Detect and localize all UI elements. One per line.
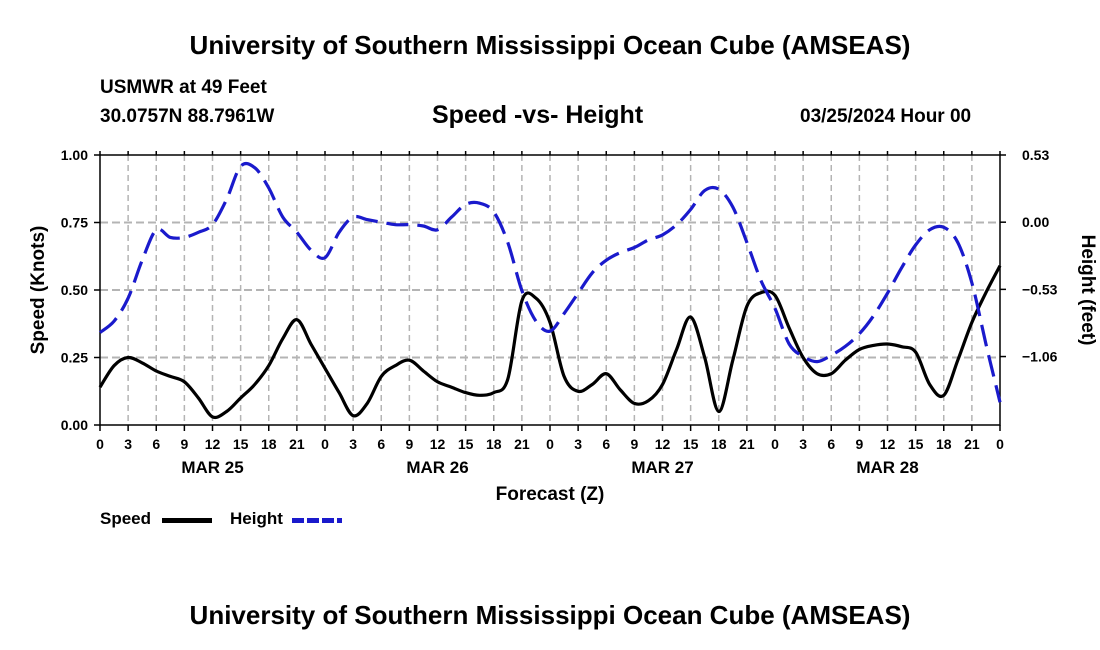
- x-tick-label: 9: [405, 436, 413, 452]
- legend-speed-label: Speed: [100, 509, 152, 528]
- station-label: USMWR at 49 Feet: [100, 77, 267, 98]
- x-tick-label: 18: [936, 436, 952, 452]
- x-tick-label: 3: [574, 436, 582, 452]
- x-tick-label: 12: [430, 436, 446, 452]
- chart-subtitle: Speed -vs- Height: [432, 101, 644, 129]
- y-tick-label: 0.00: [61, 417, 88, 433]
- y-tick-label: 1.00: [61, 147, 88, 163]
- x-tick-label: 18: [261, 436, 277, 452]
- page-title: University of Southern Mississippi Ocean…: [189, 30, 911, 60]
- y2-tick-label: 0.53: [1022, 147, 1049, 163]
- x-tick-label: 21: [289, 436, 305, 452]
- y2-axis-title: Height (feet): [1077, 235, 1098, 346]
- x-tick-label: 18: [711, 436, 727, 452]
- x-tick-label: 0: [321, 436, 329, 452]
- day-label: MAR 26: [406, 458, 468, 477]
- speed-series-line: [98, 264, 1002, 420]
- y2-tick-label: −1.06: [1022, 349, 1058, 365]
- x-axis-title: Forecast (Z): [496, 484, 605, 505]
- footer-title: University of Southern Mississippi Ocean…: [189, 600, 911, 630]
- x-tick-label: 15: [908, 436, 924, 452]
- y2-tick-label: 0.00: [1022, 214, 1049, 230]
- x-tick-label: 9: [855, 436, 863, 452]
- x-tick-label: 0: [996, 436, 1004, 452]
- day-label: MAR 25: [181, 458, 243, 477]
- x-tick-label: 6: [827, 436, 835, 452]
- forecast-datetime: 03/25/2024 Hour 00: [800, 106, 972, 127]
- x-tick-label: 15: [233, 436, 249, 452]
- x-tick-label: 9: [630, 436, 638, 452]
- x-tick-label: 6: [152, 436, 160, 452]
- x-tick-label: 18: [486, 436, 502, 452]
- x-tick-label: 6: [377, 436, 385, 452]
- x-tick-label: 21: [739, 436, 755, 452]
- x-tick-label: 3: [799, 436, 807, 452]
- x-tick-label: 21: [514, 436, 530, 452]
- x-tick-label: 12: [880, 436, 896, 452]
- x-tick-label: 9: [180, 436, 188, 452]
- x-tick-label: 3: [349, 436, 357, 452]
- x-tick-label: 15: [683, 436, 699, 452]
- y-tick-label: 0.25: [61, 350, 88, 366]
- day-label: MAR 28: [856, 458, 918, 477]
- x-tick-label: 6: [602, 436, 610, 452]
- y-tick-label: 0.75: [61, 215, 88, 231]
- x-tick-label: 0: [771, 436, 779, 452]
- x-tick-label: 0: [96, 436, 104, 452]
- x-tick-label: 21: [964, 436, 980, 452]
- x-tick-label: 12: [655, 436, 671, 452]
- day-label: MAR 27: [631, 458, 693, 477]
- legend-height-swatch: [292, 518, 342, 523]
- coordinates-label: 30.0757N 88.7961W: [100, 106, 275, 127]
- x-tick-label: 0: [546, 436, 554, 452]
- y-axis-title: Speed (Knots): [28, 226, 49, 355]
- y-tick-label: 0.50: [61, 282, 88, 298]
- x-tick-label: 15: [458, 436, 474, 452]
- legend-speed-swatch: [162, 518, 212, 523]
- height-series-line: [98, 161, 1002, 403]
- y2-tick-label: −0.53: [1022, 281, 1058, 297]
- plot-frame: [99, 154, 1001, 426]
- legend-height-label: Height: [230, 509, 283, 528]
- x-tick-label: 3: [124, 436, 132, 452]
- x-tick-label: 12: [205, 436, 221, 452]
